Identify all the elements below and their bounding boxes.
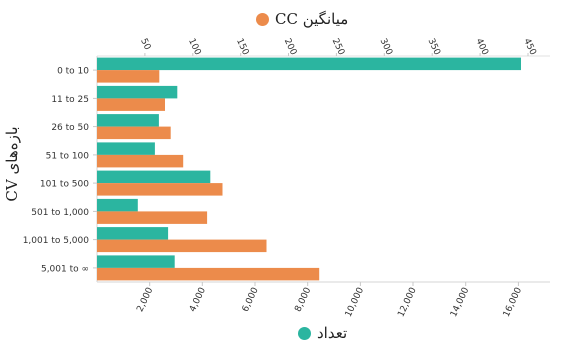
bar-average-cc-0 — [97, 70, 160, 83]
top-tick-label-4: 250 — [330, 37, 346, 57]
bar-count-0 — [97, 57, 521, 71]
y-tick-label-5: 501 to 1,000 — [31, 208, 89, 218]
bar-count-6 — [97, 227, 169, 240]
bar-count-3 — [97, 142, 155, 155]
bar-average-cc-7 — [97, 267, 320, 281]
y-tick-label-0: 0 to 10 — [57, 67, 89, 77]
bar-average-cc-3 — [97, 154, 184, 168]
legend-bottom[interactable]: تعداد — [298, 322, 347, 344]
top-tick-label-0: 50 — [138, 37, 152, 52]
legend-swatch-average-cc — [256, 12, 269, 26]
top-tick-label-6: 350 — [425, 37, 441, 57]
top-tick-label-2: 150 — [234, 37, 250, 57]
legend-label-average-cc: میانگین CC — [275, 10, 349, 28]
bar-count-5 — [97, 198, 138, 212]
top-tick-label-1: 100 — [186, 37, 202, 57]
bar-count-1 — [97, 85, 178, 99]
top-tick-label-8: 450 — [521, 37, 537, 57]
bar-count-2 — [97, 114, 159, 127]
bar-average-cc-2 — [97, 126, 171, 140]
bottom-tick-label-1: 4,000 — [188, 286, 208, 314]
bar-average-cc-6 — [97, 239, 267, 253]
bar-average-cc-5 — [97, 211, 208, 224]
bar-average-cc-4 — [97, 183, 223, 196]
bottom-tick-label-4: 10,000 — [344, 286, 366, 319]
y-tick-label-7: 5,001 to ∞ — [41, 264, 89, 274]
y-tick-label-3: 51 to 100 — [46, 151, 90, 161]
y-tick-label-1: 11 to 25 — [51, 95, 89, 105]
bottom-tick-label-5: 12,000 — [396, 286, 418, 319]
bar-count-7 — [97, 255, 175, 268]
legend-swatch-count — [298, 326, 311, 340]
y-tick-label-4: 101 to 500 — [40, 180, 89, 190]
top-tick-label-3: 200 — [282, 37, 298, 57]
top-tick-label-5: 300 — [378, 37, 394, 57]
bottom-tick-label-3: 8,000 — [293, 286, 313, 314]
legend-label-count: تعداد — [317, 324, 348, 342]
bar-average-cc-1 — [97, 98, 165, 111]
bottom-tick-label-7: 16,000 — [502, 286, 524, 319]
bottom-tick-label-2: 6,000 — [241, 286, 261, 314]
bottom-tick-label-6: 14,000 — [449, 286, 471, 319]
y-tick-label-2: 26 to 50 — [51, 123, 89, 133]
bottom-tick-label-0: 2,000 — [135, 286, 155, 314]
legend-top[interactable]: میانگین CC — [256, 8, 348, 30]
y-axis-title: بازه‌های CV — [3, 126, 21, 202]
top-tick-label-7: 400 — [473, 37, 489, 57]
y-tick-label-6: 1,001 to 5,000 — [23, 236, 90, 246]
bar-count-4 — [97, 170, 211, 184]
